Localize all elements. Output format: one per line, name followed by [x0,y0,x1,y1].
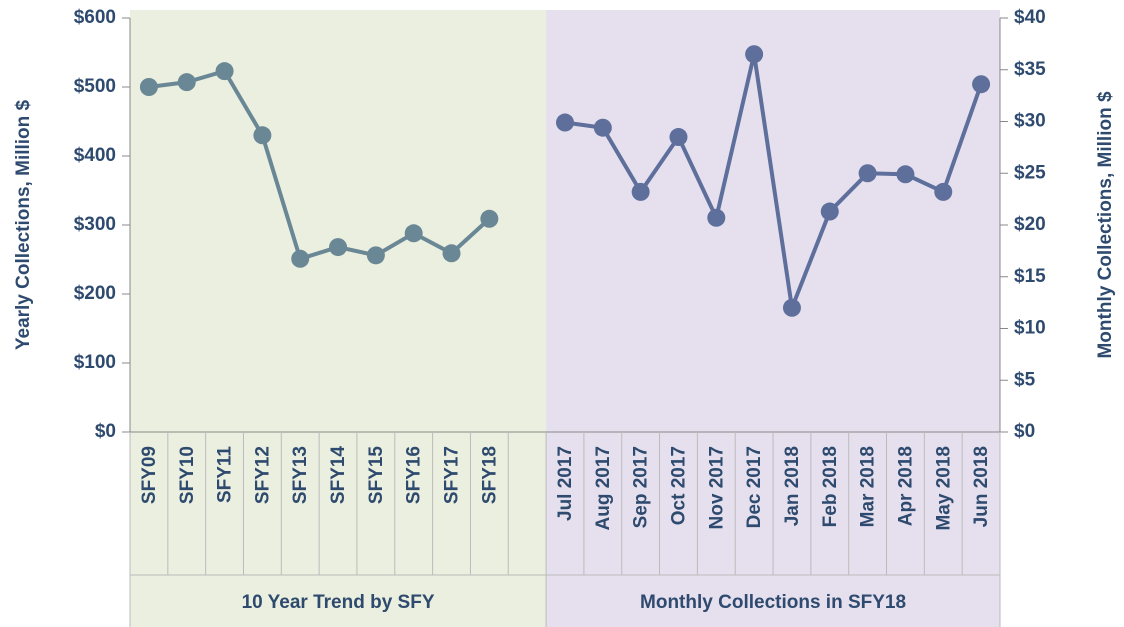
y2-tick-label: $0 [1014,421,1035,442]
point-marker [972,75,991,94]
x-tick-label: Jul 2017 [555,446,576,521]
point-marker [745,45,764,64]
y-tick-label: $300 [74,214,116,235]
y-tick-label: $600 [74,7,116,28]
point-marker [631,182,650,201]
point-marker [858,164,877,183]
point-marker [782,298,801,317]
point-marker [291,249,310,268]
x-tick-label: SFY09 [139,446,160,504]
y2-tick-label: $25 [1014,162,1046,183]
y2-axis-title: Monthly Collections, Million $ [1095,91,1116,358]
group-label: Monthly Collections in SFY18 [640,592,906,613]
y2-tick-label: $35 [1014,59,1046,80]
point-marker [404,224,423,243]
y2-tick-label: $20 [1014,214,1046,235]
x-tick-label: Dec 2017 [744,446,765,528]
x-tick-label: Jan 2018 [782,446,803,526]
y2-tick-label: $30 [1014,111,1046,132]
x-tick-label: SFY15 [366,446,387,505]
point-marker [820,202,839,221]
y2-tick-label: $5 [1014,369,1036,390]
point-marker [329,238,348,257]
x-tick-label: SFY11 [215,446,236,503]
y-tick-label: $200 [74,283,116,304]
y2-tick-label: $40 [1014,7,1046,28]
group-background [130,10,547,627]
point-marker [707,208,726,227]
x-tick-label: Aug 2017 [593,446,614,530]
series-line [148,68,491,262]
y-tick-label: $400 [74,145,116,166]
x-tick-label: May 2018 [933,446,954,531]
point-marker [480,209,499,228]
x-tick-label: Mar 2018 [858,446,879,527]
x-tick-label: SFY16 [404,446,425,504]
y2-tick-label: $15 [1014,266,1046,287]
x-tick-label: SFY12 [252,446,273,504]
point-marker [253,126,272,145]
group-label: 10 Year Trend by SFY [242,592,435,613]
x-tick-label: SFY10 [177,446,198,504]
x-tick-label: SFY14 [328,446,349,505]
y-axis-title: Yearly Collections, Million $ [13,99,34,350]
y-tick-label: $100 [74,352,116,373]
y2-tick-label: $10 [1014,318,1046,339]
point-marker [177,73,196,92]
point-marker [896,165,915,184]
x-tick-label: Apr 2018 [895,446,916,526]
point-marker [669,128,688,147]
point-marker [593,118,612,137]
x-tick-label: Sep 2017 [631,446,652,528]
y-tick-label: $0 [95,421,116,442]
point-marker [139,78,158,96]
y-tick-label: $500 [74,76,116,97]
x-tick-label: SFY18 [479,446,500,504]
point-marker [556,113,574,132]
point-marker [366,246,385,265]
x-tick-label: SFY13 [290,446,311,504]
point-marker [934,182,953,201]
x-tick-label: Jun 2018 [971,446,992,527]
point-marker [442,244,461,263]
point-marker [215,62,234,81]
x-tick-label: Nov 2017 [706,446,727,529]
x-tick-label: SFY17 [442,446,463,504]
backgrounds [130,10,1000,627]
x-tick-label: Feb 2018 [820,446,841,527]
x-tick-label: Oct 2017 [668,446,689,525]
